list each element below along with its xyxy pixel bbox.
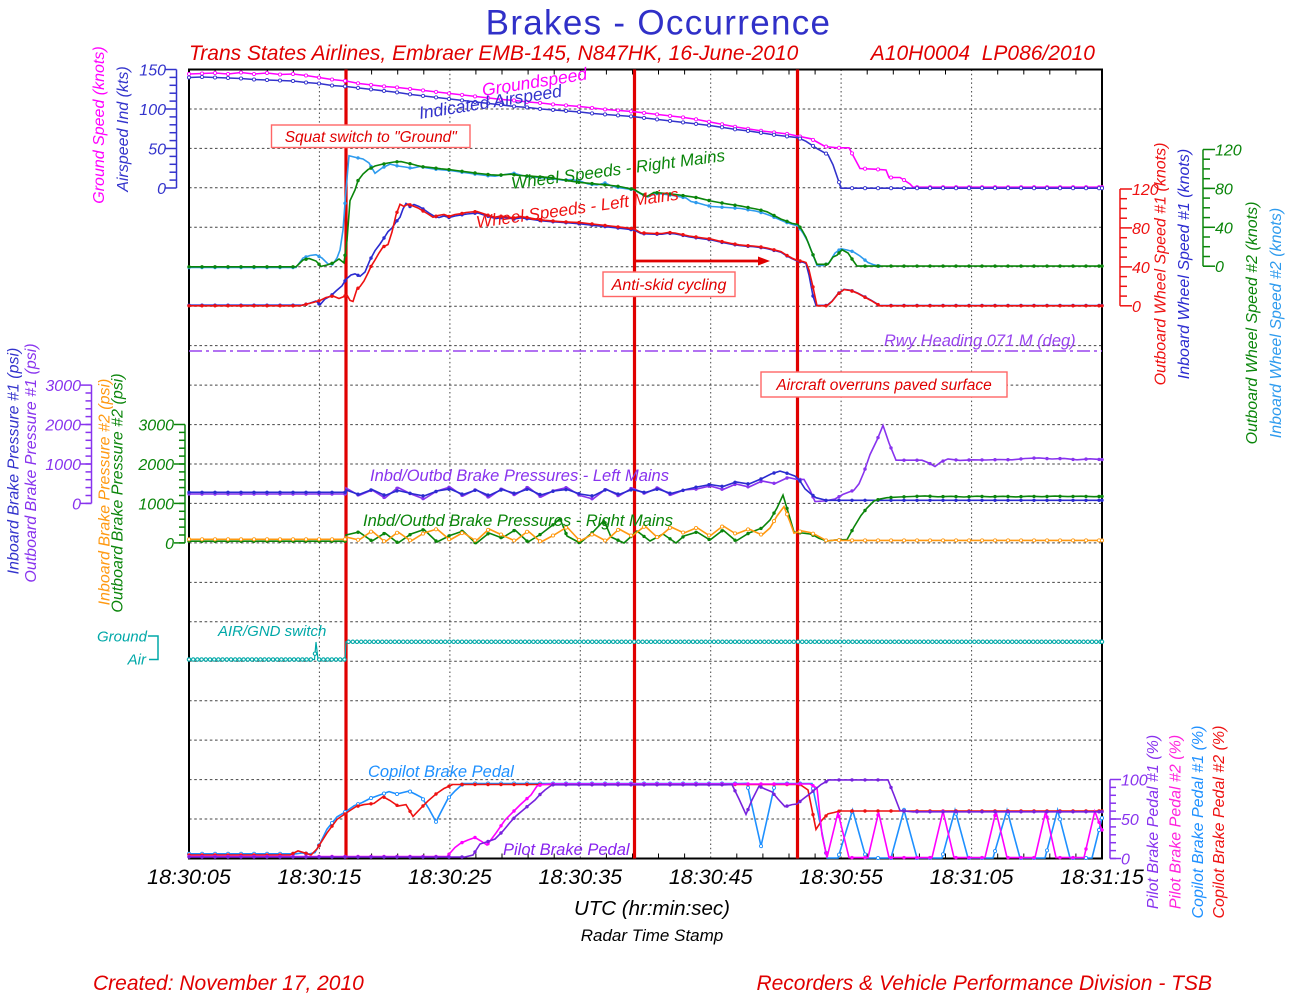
- svg-text:UTC (hr:min:sec): UTC (hr:min:sec): [574, 897, 730, 920]
- svg-text:120: 120: [1215, 143, 1242, 160]
- svg-text:Air: Air: [127, 652, 147, 669]
- svg-text:150: 150: [139, 63, 166, 80]
- svg-text:Inboard Wheel Speed #1 (knots): Inboard Wheel Speed #1 (knots): [1176, 149, 1193, 379]
- svg-text:18:30:55: 18:30:55: [799, 865, 884, 889]
- svg-text:0: 0: [1121, 852, 1130, 869]
- svg-text:Outboard Wheel Speed #1 (knots: Outboard Wheel Speed #1 (knots): [1153, 143, 1170, 386]
- svg-text:Pilot Brake Pedal: Pilot Brake Pedal: [503, 841, 631, 859]
- svg-text:AIR/GND switch: AIR/GND switch: [217, 623, 326, 640]
- svg-text:18:31:15: 18:31:15: [1060, 865, 1145, 889]
- svg-text:Rwy Heading 071 M (deg): Rwy Heading 071 M (deg): [884, 332, 1076, 350]
- svg-text:18:30:25: 18:30:25: [408, 865, 493, 889]
- svg-text:Outboard Brake Pressure #2 (ps: Outboard Brake Pressure #2 (psi): [110, 373, 127, 612]
- svg-text:0: 0: [1132, 299, 1141, 316]
- svg-text:2000: 2000: [137, 457, 174, 474]
- svg-text:Pilot Brake Pedal #1 (%): Pilot Brake Pedal #1 (%): [1145, 735, 1162, 909]
- svg-text:18:30:15: 18:30:15: [278, 865, 363, 889]
- svg-text:Inboard Wheel Speed #2 (knots): Inboard Wheel Speed #2 (knots): [1268, 208, 1285, 438]
- svg-text:2000: 2000: [44, 418, 81, 435]
- svg-text:Airspeed Ind (kts): Airspeed Ind (kts): [115, 66, 132, 192]
- svg-text:3000: 3000: [45, 378, 81, 395]
- svg-text:Outboard Brake Pressure #1 (ps: Outboard Brake Pressure #1 (psi): [23, 343, 40, 582]
- svg-text:18:30:45: 18:30:45: [669, 865, 754, 889]
- svg-text:50: 50: [148, 142, 166, 159]
- svg-text:Copilot Brake Pedal: Copilot Brake Pedal: [368, 763, 515, 781]
- svg-text:Recorders & Vehicle Performanc: Recorders & Vehicle Performance Division…: [756, 972, 1212, 995]
- svg-text:1000: 1000: [45, 457, 81, 474]
- svg-text:18:30:35: 18:30:35: [538, 865, 623, 889]
- svg-text:Brakes - Occurrence: Brakes - Occurrence: [486, 4, 832, 43]
- svg-text:Radar Time Stamp: Radar Time Stamp: [581, 926, 724, 945]
- svg-text:Aircraft overruns paved surfac: Aircraft overruns paved surface: [775, 377, 992, 394]
- svg-text:Wheel Speeds - Left Mains: Wheel Speeds - Left Mains: [475, 185, 680, 232]
- svg-text:Copilot Brake Pedal #2 (%): Copilot Brake Pedal #2 (%): [1211, 726, 1228, 919]
- svg-text:80: 80: [1132, 221, 1150, 238]
- svg-text:Inbd/Outbd Brake Pressures - R: Inbd/Outbd Brake Pressures - Right Mains: [363, 512, 673, 530]
- svg-text:1000: 1000: [138, 496, 174, 513]
- svg-text:40: 40: [1215, 220, 1233, 237]
- svg-text:Pilot Brake Pedal #2 (%): Pilot Brake Pedal #2 (%): [1168, 735, 1185, 909]
- svg-text:3000: 3000: [138, 418, 174, 435]
- svg-text:Ground Speed (knots): Ground Speed (knots): [91, 46, 108, 203]
- svg-text:0: 0: [1215, 259, 1224, 276]
- svg-text:Inbd/Outbd Brake Pressures - L: Inbd/Outbd Brake Pressures - Left Mains: [370, 467, 669, 485]
- svg-text:50: 50: [1121, 812, 1139, 829]
- svg-text:Anti-skid cycling: Anti-skid cycling: [611, 277, 727, 294]
- svg-text:Trans States Airlines, Embraer: Trans States Airlines, Embraer EMB-145, …: [189, 42, 799, 65]
- svg-text:Inboard Brake Pressure #1 (psi: Inboard Brake Pressure #1 (psi): [6, 348, 23, 575]
- svg-text:40: 40: [1132, 260, 1150, 277]
- svg-text:0: 0: [157, 181, 166, 198]
- svg-text:100: 100: [1121, 773, 1148, 790]
- svg-text:0: 0: [165, 536, 174, 553]
- svg-text:18:30:05: 18:30:05: [147, 865, 232, 889]
- svg-text:0: 0: [72, 496, 81, 513]
- svg-text:Copilot Brake Pedal #1 (%): Copilot Brake Pedal #1 (%): [1190, 726, 1207, 919]
- svg-text:80: 80: [1215, 181, 1233, 198]
- svg-text:Outboard Wheel Speed #2 (knots: Outboard Wheel Speed #2 (knots): [1244, 202, 1261, 445]
- svg-text:Created: November 17, 2010: Created: November 17, 2010: [93, 972, 364, 995]
- svg-text:18:31:05: 18:31:05: [930, 865, 1015, 889]
- svg-text:100: 100: [139, 102, 166, 119]
- svg-text:Squat switch to "Ground": Squat switch to "Ground": [285, 129, 459, 146]
- svg-text:Ground: Ground: [97, 629, 148, 646]
- svg-text:Inboard Brake Pressure #2 (psi: Inboard Brake Pressure #2 (psi): [97, 379, 114, 606]
- svg-text:120: 120: [1132, 182, 1159, 199]
- svg-text:A10H0004 LP086/2010: A10H0004 LP086/2010: [869, 42, 1096, 65]
